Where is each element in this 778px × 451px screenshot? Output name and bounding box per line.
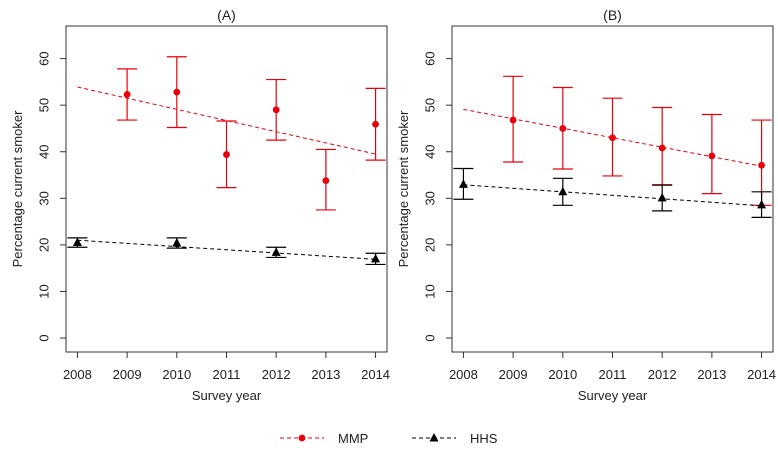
y-tick-label: 20 — [37, 238, 52, 252]
x-tick-label: 2013 — [697, 367, 726, 382]
point-mmp-2012 — [272, 106, 280, 114]
point-mmp-2011 — [609, 134, 616, 142]
y-tick-label: 20 — [423, 238, 438, 252]
legend-marker-mmp — [298, 434, 306, 442]
point-mmp-2013 — [322, 177, 330, 185]
x-tick-label: 2009 — [499, 367, 528, 382]
x-tick-label: 2011 — [599, 367, 627, 382]
point-mmp-2012 — [658, 144, 666, 152]
y-tick-label: 10 — [37, 284, 52, 298]
trend-line-hhs — [463, 184, 762, 207]
point-hhs-2010 — [172, 238, 182, 247]
legend-label: MMP — [338, 431, 368, 446]
series-mmp — [77, 56, 386, 211]
x-tick-label: 2014 — [361, 367, 390, 382]
point-mmp-2009 — [123, 91, 131, 98]
point-mmp-2009 — [509, 116, 517, 124]
x-axis-title: Survey year — [578, 388, 648, 403]
x-tick-label: 2010 — [162, 367, 191, 382]
y-tick-label: 10 — [423, 284, 438, 298]
x-tick-label: 2014 — [747, 367, 776, 382]
x-tick-label: 2008 — [449, 367, 478, 382]
legend-item-hhs: HHS — [412, 431, 498, 446]
x-tick-label: 2009 — [113, 367, 142, 382]
legend-label: HHS — [470, 431, 498, 446]
y-tick-label: 60 — [37, 51, 52, 65]
y-tick-label: 0 — [37, 334, 52, 341]
y-tick-label: 0 — [423, 334, 438, 341]
y-tick-label: 50 — [423, 98, 438, 112]
y-axis-title: Percentage current smoker — [10, 110, 25, 267]
y-tick-label: 40 — [37, 145, 52, 159]
point-hhs-2014 — [371, 253, 381, 263]
point-hhs-2012 — [271, 247, 281, 256]
x-tick-label: 2011 — [213, 367, 241, 382]
point-mmp-2014 — [372, 120, 379, 128]
panel-a: (A) 0 10 20 30 40 50 60 2008 2009 2010 2011 2012 2013… — [10, 7, 390, 403]
y-tick-label: 60 — [423, 51, 438, 65]
panel-title: (B) — [603, 7, 622, 23]
panel-title: (A) — [217, 7, 236, 23]
plot-frame — [65, 25, 388, 353]
panel-b: (B) 0 10 20 30 40 50 60 2008 2009 2010 2011 2012 2013… — [396, 7, 776, 403]
point-hhs-2014 — [757, 199, 767, 209]
point-mmp-2014 — [758, 161, 765, 169]
point-hhs-2008 — [458, 179, 468, 188]
series-hhs — [453, 167, 772, 219]
point-mmp-2013 — [708, 152, 716, 160]
point-mmp-2010 — [559, 125, 567, 132]
x-tick-label: 2012 — [648, 367, 677, 382]
legend-item-mmp: MMP — [280, 431, 368, 446]
point-mmp-2011 — [223, 151, 230, 158]
x-tick-label: 2013 — [311, 367, 340, 382]
x-tick-label: 2012 — [262, 367, 291, 382]
point-hhs-2010 — [558, 186, 568, 196]
legend: MMP HHS — [280, 431, 498, 446]
point-hhs-2008 — [72, 237, 82, 247]
y-tick-label: 30 — [423, 191, 438, 205]
point-mmp-2010 — [173, 88, 181, 96]
y-tick-label: 30 — [37, 191, 52, 205]
series-hhs — [67, 237, 386, 266]
y-tick-label: 50 — [37, 98, 52, 112]
plot-frame — [451, 25, 774, 353]
y-axis-title: Percentage current smoker — [396, 110, 411, 267]
point-hhs-2012 — [657, 192, 667, 202]
series-mmp — [463, 75, 772, 206]
trend-line-hhs — [77, 239, 376, 260]
legend-marker-hhs — [429, 433, 439, 442]
x-axis-title: Survey year — [192, 388, 262, 403]
y-tick-label: 40 — [423, 145, 438, 159]
x-tick-label: 2010 — [548, 367, 577, 382]
x-tick-label: 2008 — [63, 367, 92, 382]
